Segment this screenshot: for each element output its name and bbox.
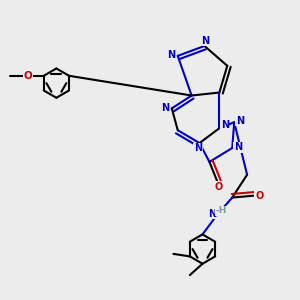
Text: N: N bbox=[202, 36, 210, 46]
Text: N: N bbox=[220, 120, 229, 130]
Text: O: O bbox=[215, 182, 223, 192]
Text: N: N bbox=[161, 103, 169, 113]
Text: O: O bbox=[24, 71, 32, 81]
Text: O: O bbox=[255, 190, 263, 201]
Text: -H: -H bbox=[216, 206, 227, 215]
Text: N: N bbox=[167, 50, 175, 60]
Text: N: N bbox=[208, 209, 216, 219]
Text: N: N bbox=[234, 142, 242, 152]
Text: N: N bbox=[236, 116, 244, 126]
Text: N: N bbox=[194, 143, 202, 153]
Text: O: O bbox=[24, 71, 32, 81]
